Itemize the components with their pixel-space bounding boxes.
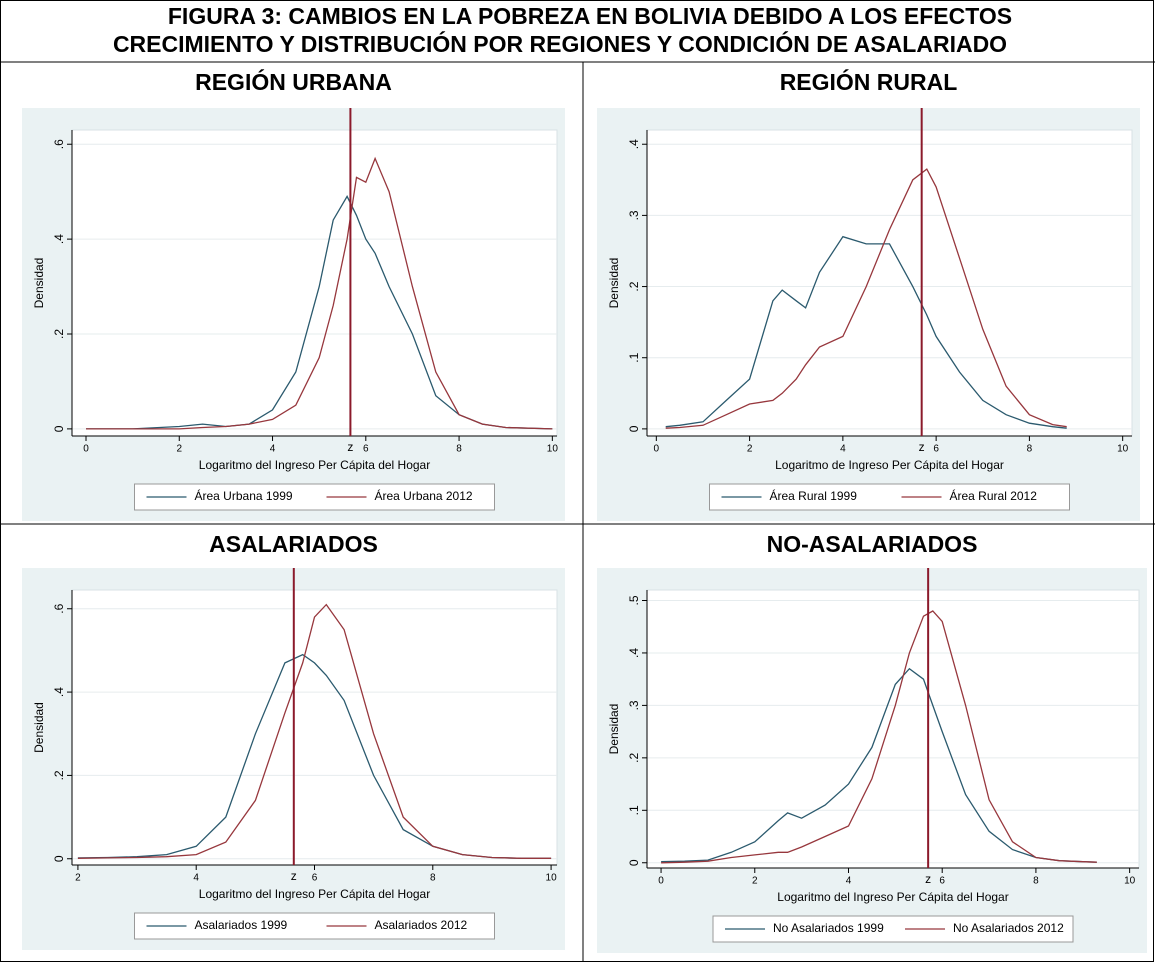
y-tick-label: .2 [627,281,641,291]
x-tick-label: 8 [430,873,436,884]
legend-label: Asalariados 1999 [195,918,288,932]
y-tick-label: .2 [52,329,66,339]
y-tick-label: .4 [52,234,66,244]
y-axis-label: Densidad [32,702,46,753]
y-tick-label: 0 [52,855,66,862]
y-tick-label: .4 [627,648,641,658]
x-tick-label: 2 [75,873,81,884]
legend [134,912,495,940]
y-tick-label: .1 [627,805,641,815]
legend [712,915,1074,943]
x-tick-label: 4 [193,873,199,884]
y-tick-label: .3 [627,210,641,220]
x-tick-label: 10 [1124,876,1136,887]
panel-title: REGIÓN RURAL [780,68,958,95]
x-tick-label: 6 [933,444,939,455]
y-tick-label: .4 [627,139,641,149]
panel-title: ASALARIADOS [209,531,378,557]
x-axis-label: Logaritmo del Ingreso Per Cápita del Hog… [199,887,430,901]
poverty-line-label: z [925,872,931,886]
panel-title: NO-ASALARIADOS [767,531,978,557]
y-tick-label: .5 [627,595,641,605]
legend [134,483,495,511]
density-line [86,195,553,430]
figure-title: CRECIMIENTO Y DISTRIBUCIÓN POR REGIONES … [113,30,1007,57]
y-tick-label: .3 [627,700,641,710]
legend-label: Área Rural 1999 [770,488,858,503]
x-tick-label: 2 [752,876,758,887]
x-tick-label: 10 [1117,444,1129,455]
y-axis-label: Densidad [32,258,46,309]
y-axis-label: Densidad [607,704,621,755]
legend-label: Área Rural 2012 [950,488,1038,503]
x-tick-label: 0 [83,444,89,455]
x-tick-label: 4 [270,444,276,455]
x-tick-label: 2 [176,444,182,455]
legend [709,483,1070,511]
y-tick-label: .6 [52,139,66,149]
x-axis-label: Logaritmo del Ingreso Per Cápita del Hog… [199,458,430,472]
x-tick-label: 2 [747,444,753,455]
x-tick-label: 6 [939,876,945,887]
plot-area [71,589,558,866]
x-tick-label: 4 [846,876,852,887]
panel-title: REGIÓN URBANA [195,68,392,95]
y-tick-label: 0 [52,425,66,432]
x-tick-label: 6 [363,444,369,455]
x-axis-label: Logaritmo del Ingreso Per Cápita del Hog… [777,890,1008,904]
legend-label: Área Urbana 1999 [195,488,293,503]
y-tick-label: .1 [627,352,641,362]
plot-area [646,129,1133,437]
legend-label: Área Urbana 2012 [375,488,473,503]
y-tick-label: 0 [627,859,641,866]
legend-label: No Asalariados 2012 [953,921,1064,935]
plot-area [646,589,1140,869]
x-tick-label: 8 [1033,876,1039,887]
y-tick-label: .6 [52,603,66,613]
density-line [661,610,1097,864]
legend-label: No Asalariados 1999 [773,921,884,935]
poverty-line-label: z [919,440,925,454]
density-line [86,156,553,430]
x-axis-label: Logaritmo de Ingreso Per Cápita del Hoga… [775,458,1004,472]
x-tick-label: 8 [456,444,462,455]
y-axis-label: Densidad [607,258,621,309]
x-tick-label: 10 [547,444,559,455]
density-line [665,168,1067,429]
y-tick-label: .4 [52,687,66,697]
y-tick-label: 0 [627,425,641,432]
legend-label: Asalariados 2012 [375,918,468,932]
figure-title: FIGURA 3: CAMBIOS EN LA POBREZA EN BOLIV… [168,3,1012,29]
y-tick-label: .2 [52,770,66,780]
density-line [665,235,1067,429]
density-line [77,603,552,859]
plot-area [71,129,558,437]
poverty-line-label: z [291,869,297,883]
density-line [661,667,1097,863]
y-tick-label: .2 [627,753,641,763]
poverty-line-label: z [347,440,353,454]
x-tick-label: 8 [1027,444,1033,455]
x-tick-label: 6 [312,873,318,884]
x-tick-label: 4 [840,444,846,455]
x-tick-label: 10 [546,873,558,884]
x-tick-label: 0 [658,876,664,887]
x-tick-label: 0 [654,444,660,455]
